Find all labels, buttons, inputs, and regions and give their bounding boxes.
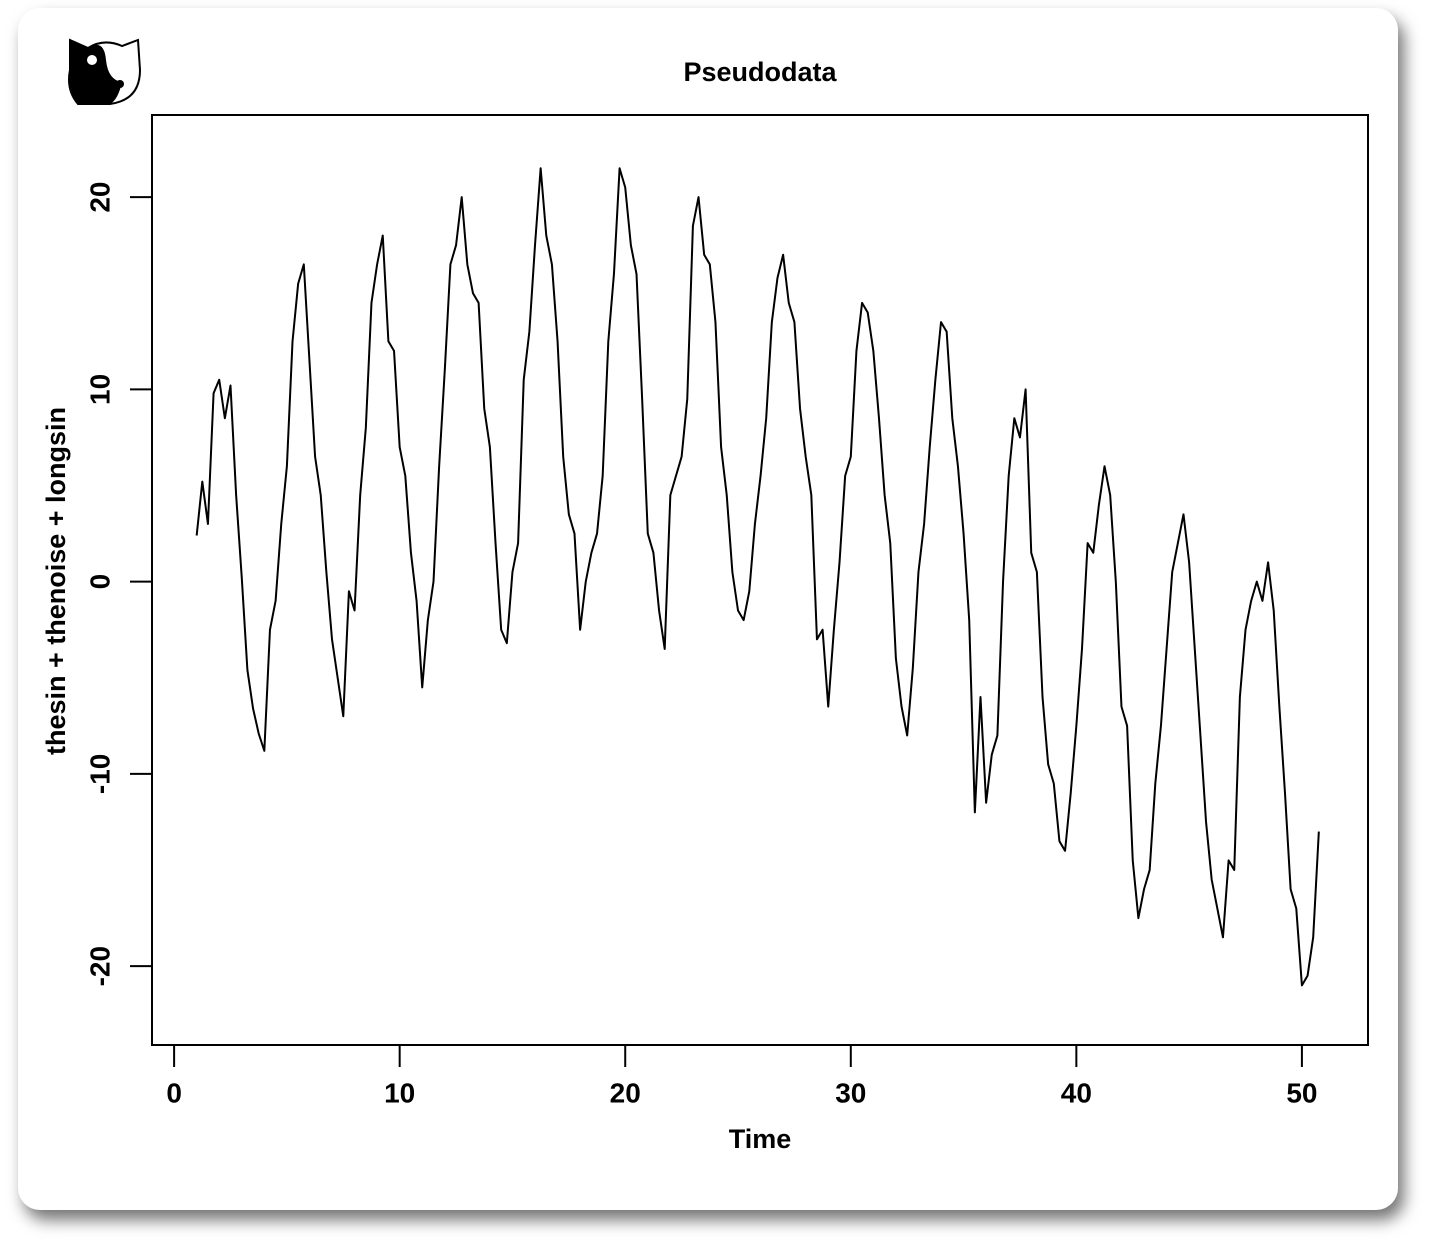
y-tick-label: -10	[84, 754, 115, 794]
y-tick-label: 20	[84, 182, 115, 213]
data-line	[195, 167, 1320, 987]
x-tick-label: 40	[1061, 1077, 1092, 1108]
y-tick-label: -20	[84, 946, 115, 986]
y-axis-label: thesin + thenoise + longsin	[41, 407, 71, 755]
x-tick-label: 30	[835, 1077, 866, 1108]
x-tick-label: 50	[1286, 1077, 1317, 1108]
y-tick-label: 0	[84, 574, 115, 590]
window	[18, 8, 1398, 1210]
x-tick-label: 10	[384, 1077, 415, 1108]
x-tick-label: 0	[166, 1077, 182, 1108]
chart-title: Pseudodata	[683, 57, 837, 87]
plot-box	[151, 114, 1369, 1046]
y-tick-label: 10	[84, 374, 115, 405]
logo	[68, 38, 142, 105]
x-axis-label: Time	[729, 1124, 792, 1154]
x-tick-label: 20	[610, 1077, 641, 1108]
